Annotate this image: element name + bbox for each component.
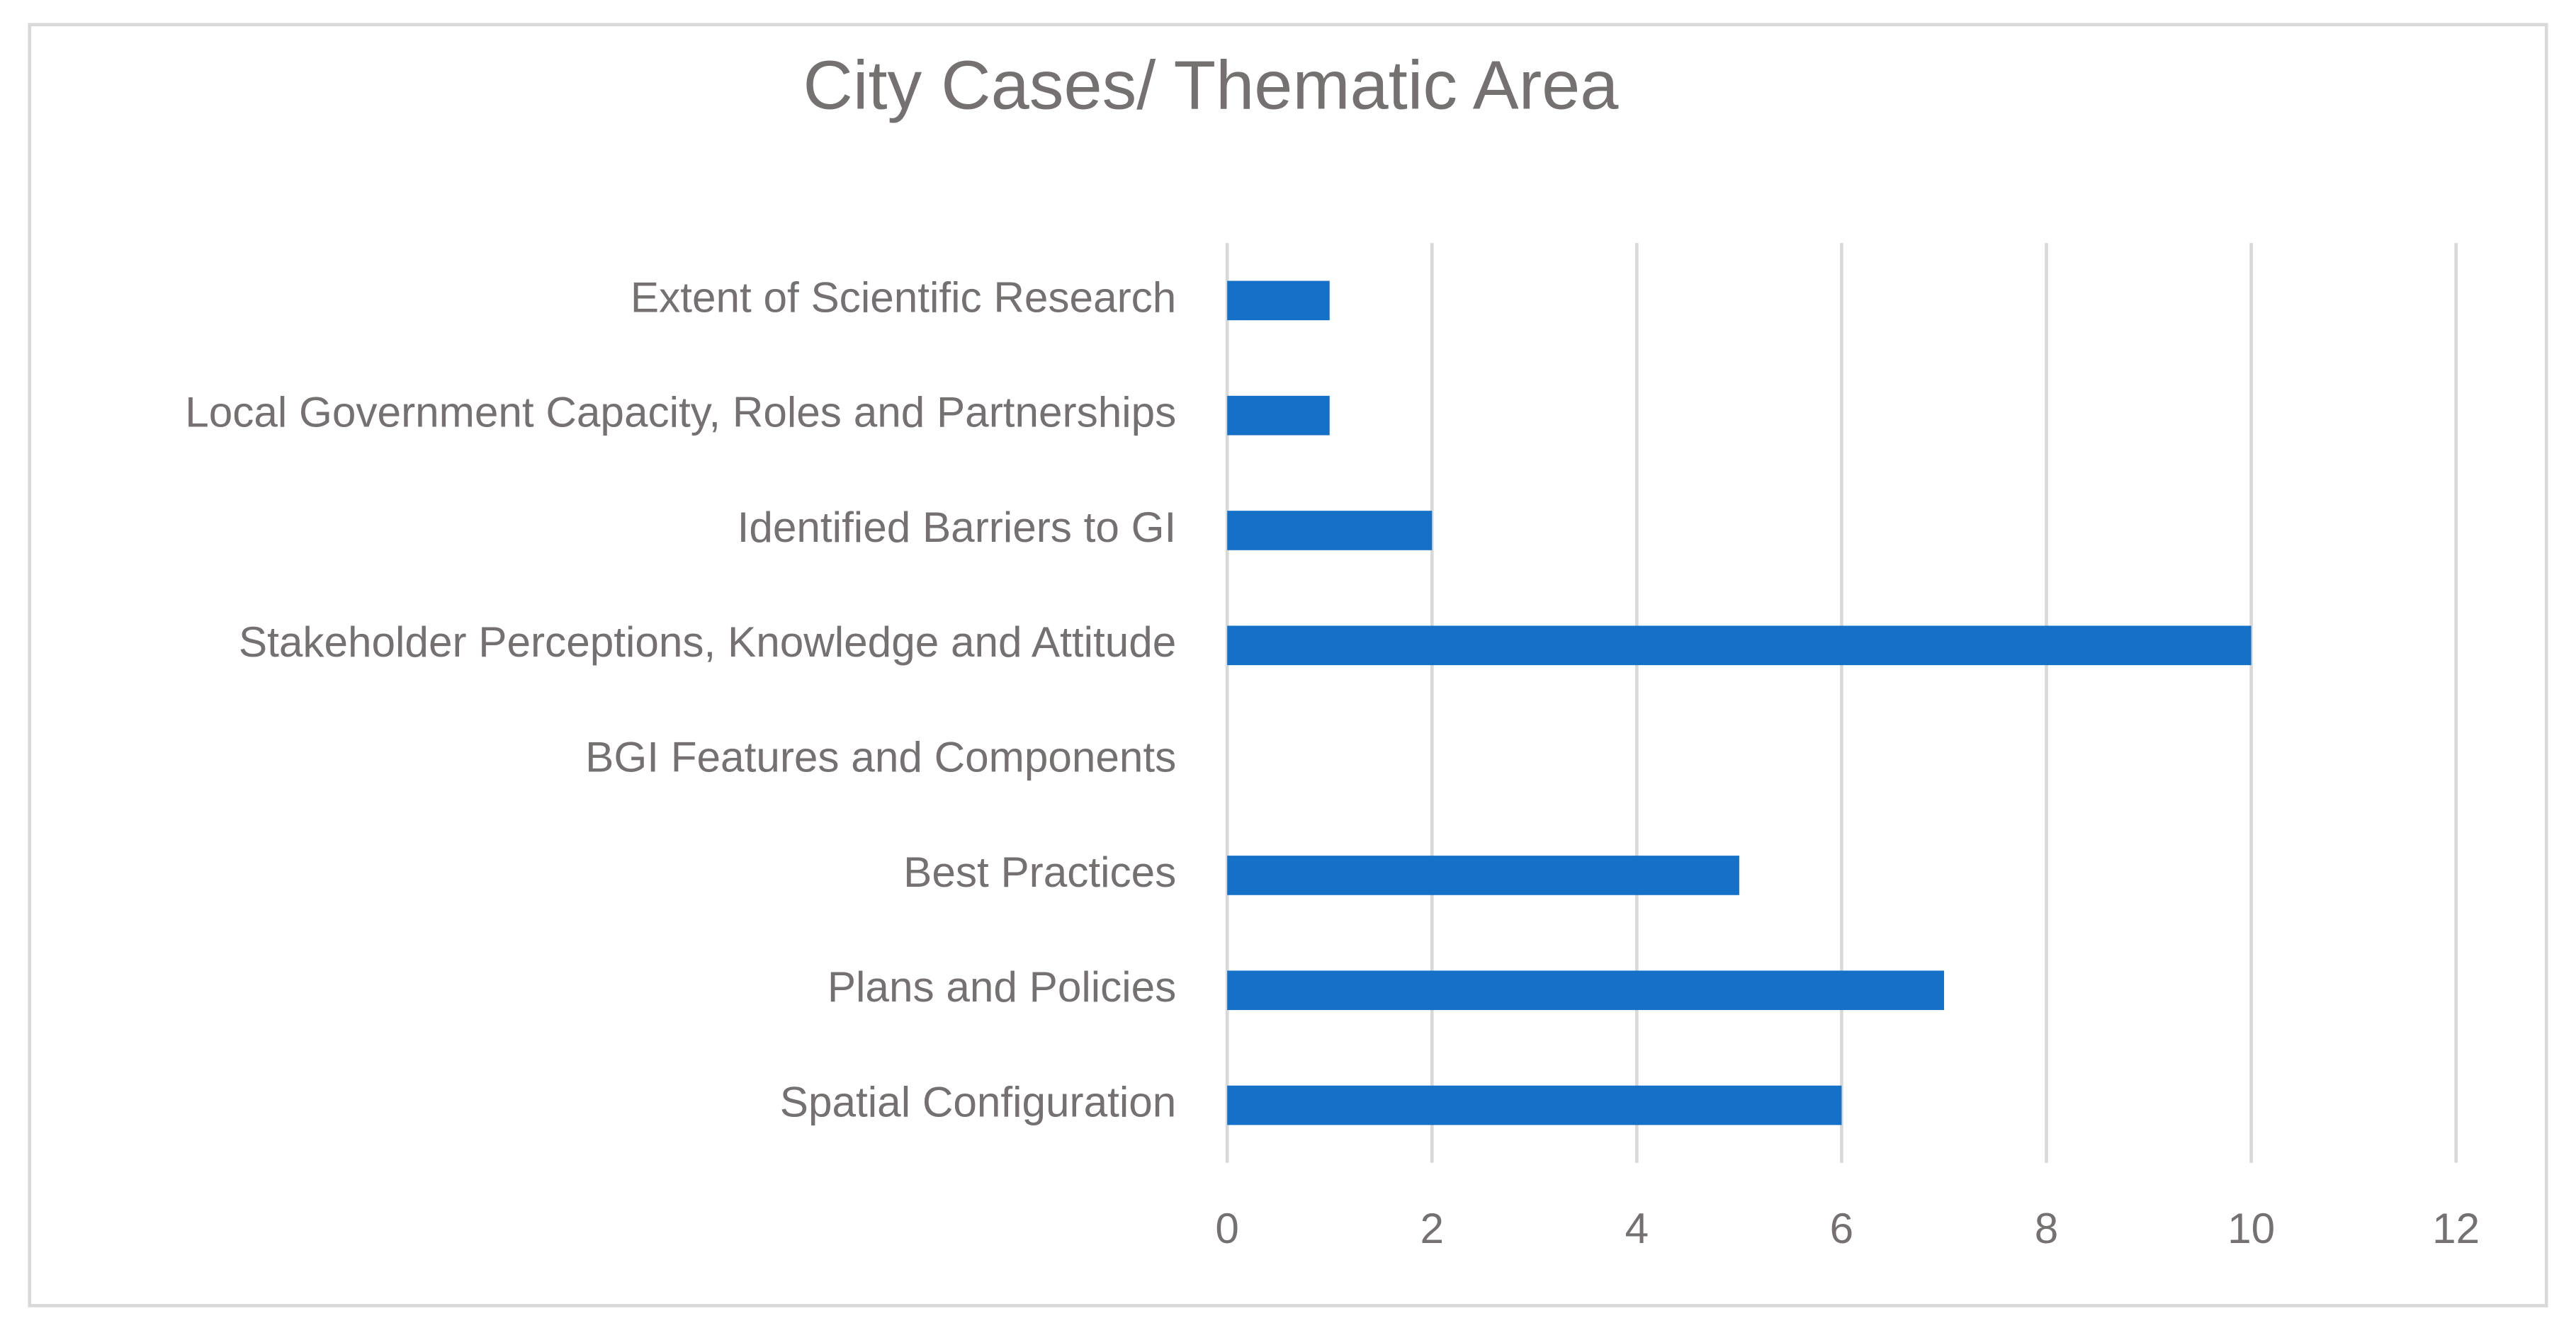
y-tick-label: BGI Features and Components — [585, 733, 1176, 781]
bar — [1227, 395, 1330, 436]
x-tick-label: 12 — [2432, 1204, 2480, 1252]
chart-title: City Cases/ Thematic Area — [803, 46, 1620, 123]
bar — [1227, 280, 1330, 321]
x-tick-label: 4 — [1625, 1204, 1649, 1252]
x-tick-label: 6 — [1830, 1204, 1854, 1252]
y-tick-label: Spatial Configuration — [780, 1077, 1177, 1125]
y-tick-label: Identified Barriers to GI — [738, 503, 1177, 551]
y-tick-label: Best Practices — [903, 848, 1176, 896]
y-tick-label: Local Government Capacity, Roles and Par… — [185, 388, 1176, 436]
x-tick-label: 8 — [2035, 1204, 2059, 1252]
bar — [1227, 856, 1739, 895]
y-tick-label: Stakeholder Perceptions, Knowledge and A… — [239, 618, 1176, 666]
x-tick-label: 2 — [1420, 1204, 1445, 1252]
bar — [1227, 1085, 1842, 1125]
x-tick-label: 10 — [2227, 1204, 2275, 1252]
y-tick-label: Plans and Policies — [827, 963, 1176, 1011]
bar — [1227, 625, 2252, 666]
bar — [1227, 970, 1944, 1011]
x-tick-label: 0 — [1215, 1204, 1239, 1252]
bar — [1227, 511, 1433, 550]
y-tick-label: Extent of Scientific Research — [631, 273, 1176, 321]
